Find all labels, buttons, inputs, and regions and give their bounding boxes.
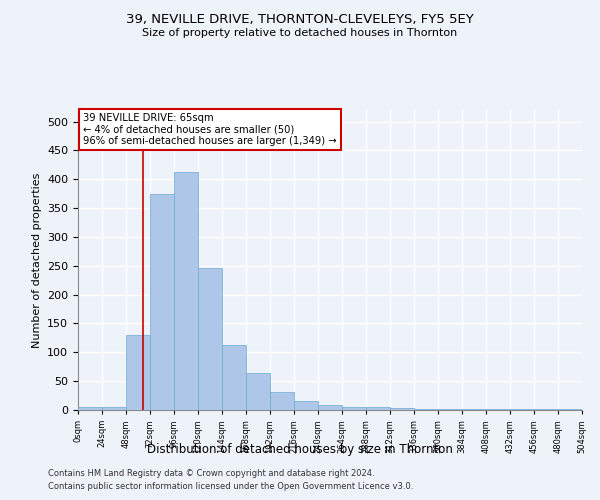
Text: Distribution of detached houses by size in Thornton: Distribution of detached houses by size … <box>147 442 453 456</box>
Bar <box>174 172 198 410</box>
Bar <box>510 409 534 410</box>
Text: Size of property relative to detached houses in Thornton: Size of property relative to detached ho… <box>142 28 458 38</box>
Y-axis label: Number of detached properties: Number of detached properties <box>32 172 41 348</box>
Bar <box>126 335 150 410</box>
Bar <box>366 407 390 410</box>
Bar <box>438 409 462 410</box>
Bar <box>534 409 558 410</box>
Text: Contains HM Land Registry data © Crown copyright and database right 2024.: Contains HM Land Registry data © Crown c… <box>48 468 374 477</box>
Bar <box>78 407 102 410</box>
Bar <box>342 407 366 410</box>
Bar <box>222 346 246 410</box>
Text: 39, NEVILLE DRIVE, THORNTON-CLEVELEYS, FY5 5EY: 39, NEVILLE DRIVE, THORNTON-CLEVELEYS, F… <box>126 12 474 26</box>
Bar <box>558 409 582 410</box>
Bar <box>294 402 318 410</box>
Bar <box>246 372 270 410</box>
Text: 39 NEVILLE DRIVE: 65sqm
← 4% of detached houses are smaller (50)
96% of semi-det: 39 NEVILLE DRIVE: 65sqm ← 4% of detached… <box>83 113 337 146</box>
Bar <box>414 409 438 410</box>
Bar <box>318 406 342 410</box>
Bar <box>102 407 126 410</box>
Bar <box>486 409 510 410</box>
Bar <box>462 409 486 410</box>
Bar <box>390 408 414 410</box>
Bar <box>198 268 222 410</box>
Text: Contains public sector information licensed under the Open Government Licence v3: Contains public sector information licen… <box>48 482 413 491</box>
Bar <box>270 392 294 410</box>
Bar <box>150 194 174 410</box>
